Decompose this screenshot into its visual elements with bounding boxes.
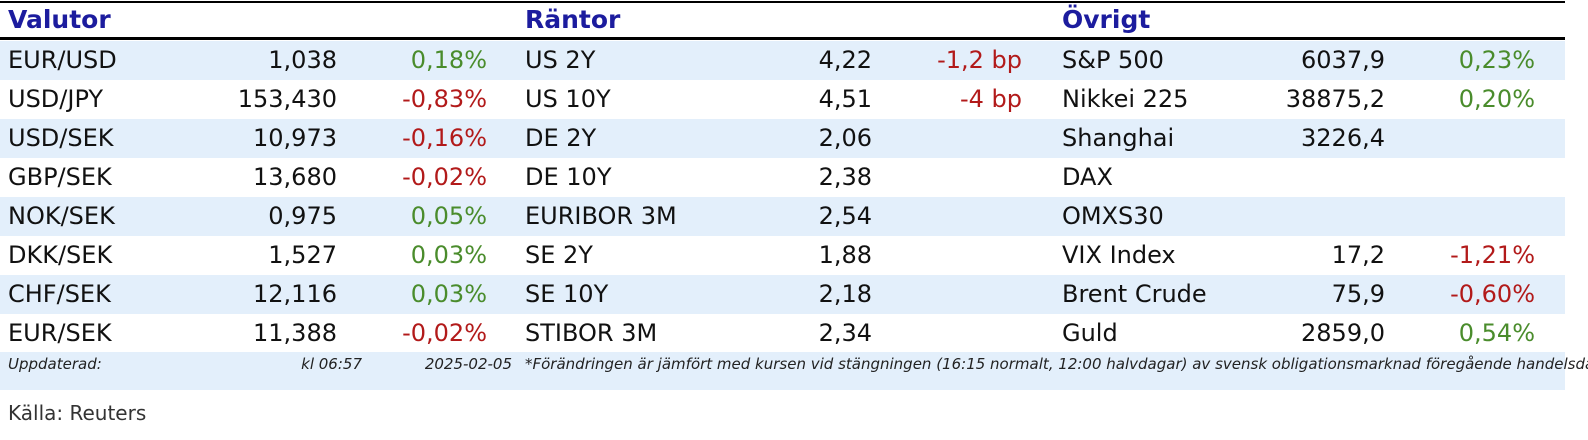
change: -0,02%	[402, 319, 487, 347]
section-title: Valutor	[8, 5, 111, 34]
instrument: VIX Index	[1062, 241, 1176, 269]
instrument: USD/SEK	[8, 124, 114, 152]
change: -0,60%	[1450, 280, 1535, 308]
change: -4 bp	[959, 85, 1022, 113]
instrument: EUR/SEK	[8, 319, 112, 347]
table-row: NOK/SEK 0,975 0,05% EURIBOR 3M 2,54 OMXS30	[0, 197, 1565, 236]
footnote: *Förändringen är jämfört med kursen vid …	[525, 355, 1588, 373]
table-row: CHF/SEK 12,116 0,03% SE 10Y 2,18 Brent Crude 7…	[0, 275, 1565, 314]
table-row: DKK/SEK 1,527 0,03% SE 2Y 1,88 VIX Index 17,2 -…	[0, 236, 1565, 275]
table-row: GBP/SEK 13,680 -0,02% DE 10Y 2,38 DAX	[0, 158, 1565, 197]
change: -0,83%	[402, 85, 487, 113]
instrument: OMXS30	[1062, 202, 1164, 230]
change: -1,2 bp	[937, 46, 1022, 74]
updated-label: Uppdaterad:	[8, 355, 102, 373]
instrument: STIBOR 3M	[525, 319, 658, 347]
quote: 17,2	[1331, 241, 1385, 269]
quote: 4,22	[818, 46, 872, 74]
instrument: Shanghai	[1062, 124, 1175, 152]
instrument: USD/JPY	[8, 85, 104, 113]
table-row: EUR/USD 1,038 0,18% US 2Y 4,22 -1,2 bp S&P 500…	[0, 41, 1565, 80]
change: 0,20%	[1458, 85, 1535, 113]
quote: 10,973	[253, 124, 337, 152]
section-title: Övrigt	[1062, 5, 1151, 34]
quote: 2,34	[818, 319, 872, 347]
change: 0,05%	[410, 202, 487, 230]
change: -0,16%	[402, 124, 487, 152]
change: 0,03%	[410, 241, 487, 269]
instrument: Brent Crude	[1062, 280, 1207, 308]
table-row: USD/JPY 153,430 -0,83% US 10Y 4,51 -4 bp Nikke…	[0, 80, 1565, 119]
instrument: SE 2Y	[525, 241, 593, 269]
quote: 153,430	[237, 85, 337, 113]
quote: 12,116	[253, 280, 337, 308]
top-rule	[0, 1, 1565, 3]
table-row: EUR/SEK 11,388 -0,02% STIBOR 3M 2,34 Guld 2859…	[0, 314, 1565, 353]
quote: 2,18	[818, 280, 872, 308]
quote: 38875,2	[1285, 85, 1385, 113]
instrument: EUR/USD	[8, 46, 117, 74]
instrument: SE 10Y	[525, 280, 609, 308]
header-rule	[0, 37, 1565, 40]
change: 0,18%	[410, 46, 487, 74]
instrument: US 2Y	[525, 46, 596, 74]
quote: 1,038	[268, 46, 337, 74]
quote: 11,388	[253, 319, 337, 347]
quote: 75,9	[1331, 280, 1385, 308]
quote: 2,06	[818, 124, 872, 152]
quote: 4,51	[818, 85, 872, 113]
instrument: S&P 500	[1062, 46, 1164, 74]
instrument: CHF/SEK	[8, 280, 111, 308]
quote: 2859,0	[1301, 319, 1385, 347]
instrument: GBP/SEK	[8, 163, 112, 191]
quote: 13,680	[253, 163, 337, 191]
quote: 2,38	[818, 163, 872, 191]
quote: 2,54	[818, 202, 872, 230]
quote: 1,88	[818, 241, 872, 269]
quote: 0,975	[268, 202, 337, 230]
instrument: Guld	[1062, 319, 1118, 347]
table-row: USD/SEK 10,973 -0,16% DE 2Y 2,06 Shanghai 3226…	[0, 119, 1565, 158]
updated-time: kl 06:57	[301, 355, 362, 373]
instrument: Nikkei 225	[1062, 85, 1189, 113]
instrument: DE 2Y	[525, 124, 597, 152]
instrument: DE 10Y	[525, 163, 612, 191]
quote: 1,527	[268, 241, 337, 269]
instrument: US 10Y	[525, 85, 611, 113]
change: 0,23%	[1458, 46, 1535, 74]
instrument: NOK/SEK	[8, 202, 115, 230]
change: -0,02%	[402, 163, 487, 191]
source: Källa: Reuters	[8, 401, 147, 425]
instrument: DAX	[1062, 163, 1113, 191]
updated-date: 2025-02-05	[424, 355, 512, 373]
quote: 6037,9	[1301, 46, 1385, 74]
quote: 3226,4	[1301, 124, 1385, 152]
instrument: DKK/SEK	[8, 241, 113, 269]
change: 0,54%	[1458, 319, 1535, 347]
instrument: EURIBOR 3M	[525, 202, 677, 230]
footer-row: Uppdaterad: kl 06:57 2025-02-05 *Förändr…	[0, 352, 1588, 390]
change: -1,21%	[1450, 241, 1535, 269]
section-title: Räntor	[525, 5, 621, 34]
change: 0,03%	[410, 280, 487, 308]
